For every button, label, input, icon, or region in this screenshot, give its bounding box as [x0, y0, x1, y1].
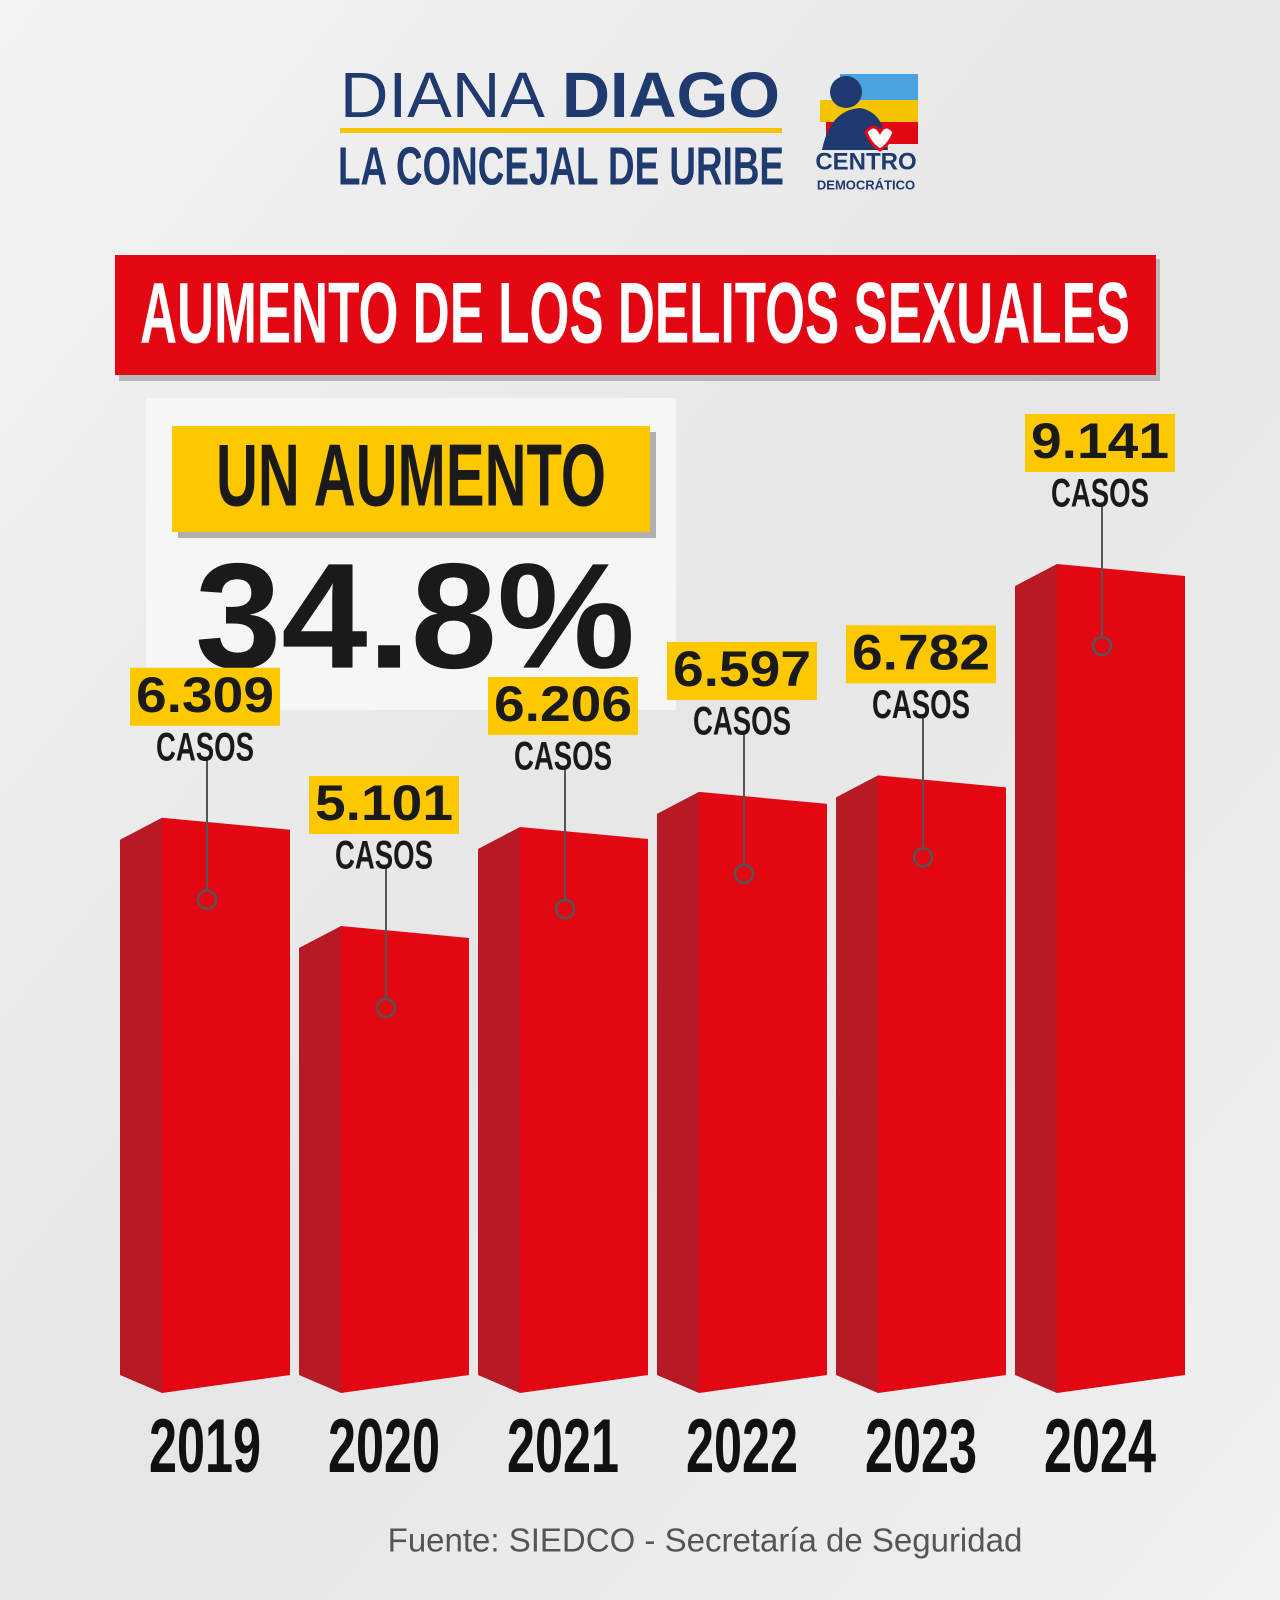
unit-label: CASOS — [335, 834, 433, 878]
value-label-box — [667, 641, 817, 700]
label-anchor — [196, 889, 218, 910]
chart-title: AUMENTO DE LOS DELITOS SEXUALES — [140, 266, 1130, 362]
name-bold: DIAGO — [562, 59, 780, 131]
unit-label: CASOS — [872, 683, 970, 727]
label-anchor — [1091, 635, 1113, 657]
label-anchor — [733, 863, 755, 885]
header-underline — [340, 128, 782, 133]
bar-side — [1015, 564, 1057, 1393]
source-note: Fuente: SIEDCO - Secretaría de Seguridad — [388, 1522, 1023, 1559]
unit-label: CASOS — [1051, 472, 1149, 516]
logo-line-1: CENTRO — [815, 148, 916, 175]
value-label: 6.597 — [673, 641, 811, 697]
value-label: 6.309 — [136, 667, 274, 723]
bar-side — [478, 826, 520, 1393]
label-anchor — [375, 997, 397, 1019]
bar-side — [299, 925, 341, 1393]
unit-label: CASOS — [514, 735, 612, 779]
annotation-label-box — [172, 426, 650, 532]
bar — [1057, 564, 1185, 1393]
value-label: 6.206 — [494, 676, 632, 732]
value-label-box — [130, 667, 280, 726]
x-tick-label: 2019 — [149, 1404, 261, 1489]
title-band — [115, 255, 1156, 375]
value-label: 5.101 — [315, 775, 453, 831]
header-subtitle: LA CONCEJAL DE URIBE — [338, 136, 784, 196]
bar — [341, 925, 469, 1393]
label-anchor — [912, 847, 934, 868]
annotation-label: UN AUMENTO — [216, 425, 606, 524]
x-tick-label: 2022 — [686, 1404, 798, 1489]
x-tick-label: 2021 — [507, 1404, 619, 1489]
unit-label: CASOS — [156, 725, 254, 769]
value-label-box — [309, 775, 459, 834]
bar — [699, 791, 827, 1393]
value-label-box — [1025, 414, 1175, 472]
bar — [520, 826, 648, 1393]
x-tick-label: 2023 — [865, 1404, 977, 1489]
x-tick-label: 2020 — [328, 1404, 440, 1489]
bar-side — [836, 775, 878, 1393]
name-light: DIANA — [340, 59, 545, 131]
value-label-box — [846, 625, 996, 684]
value-label: 9.141 — [1031, 413, 1169, 469]
value-label-box — [488, 676, 638, 735]
logo-line-2: DEMOCRÁTICO — [817, 177, 915, 192]
party-logo — [820, 74, 918, 152]
label-anchor — [554, 898, 576, 920]
bar-side — [657, 791, 699, 1393]
value-label: 6.782 — [852, 625, 990, 681]
x-tick-label: 2024 — [1044, 1404, 1156, 1489]
bar-side — [120, 817, 162, 1393]
unit-label: CASOS — [693, 699, 791, 743]
bar — [878, 775, 1006, 1393]
bar — [162, 817, 290, 1393]
